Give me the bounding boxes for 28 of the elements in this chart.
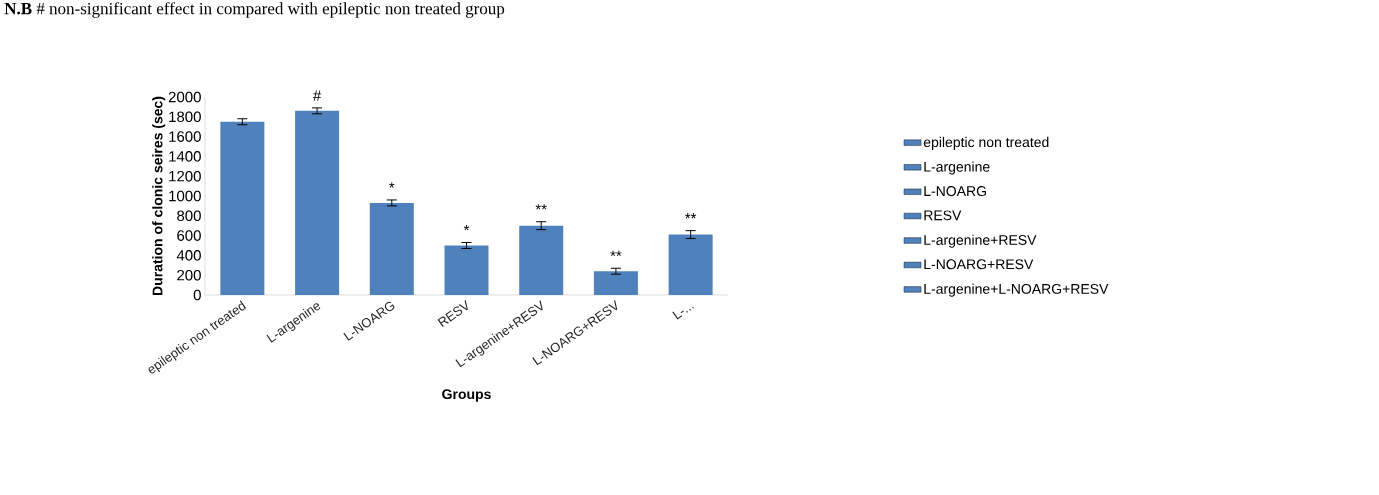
annotation: * (463, 225, 470, 231)
y-tick-label: 1000 (169, 190, 201, 202)
annotation: * (389, 182, 395, 188)
y-tick-label: 1800 (169, 111, 201, 123)
legend-label: L-argenine+L-NOARG+RESV (924, 283, 1109, 297)
legend-label: L-NOARG+RESV (924, 259, 1034, 270)
annotation: ** (685, 213, 697, 219)
y-axis-title: Duration of clonic seires (sec) (152, 96, 166, 296)
y-tick-label: 0 (193, 289, 201, 301)
x-axis-title: Groups (442, 389, 491, 402)
x-tick-label: L-... (672, 306, 694, 320)
y-tick-label: 800 (177, 210, 201, 222)
chart-title: N.B # non-significant effect in compared with epileptic non treated group (4, 2, 505, 18)
annotation: ** (535, 204, 547, 210)
legend-label: L-NOARG (924, 186, 986, 197)
y-tick-label: 1200 (169, 170, 201, 182)
y-tick-label: 600 (177, 230, 201, 241)
annotation: ** (610, 250, 622, 257)
y-tick-label: 2000 (168, 91, 201, 103)
legend-label: L-argenine (924, 161, 990, 175)
legend-label: epileptic non treated (923, 136, 1049, 150)
annotation: # (312, 90, 322, 101)
legend-label: RESV (924, 210, 962, 221)
y-tick-label: 200 (177, 269, 201, 281)
y-tick-label: 1600 (169, 131, 201, 142)
y-tick-label: 400 (176, 250, 201, 261)
y-tick-label: 1400 (169, 151, 201, 162)
legend-label: L-argenine+RESV (924, 234, 1037, 248)
